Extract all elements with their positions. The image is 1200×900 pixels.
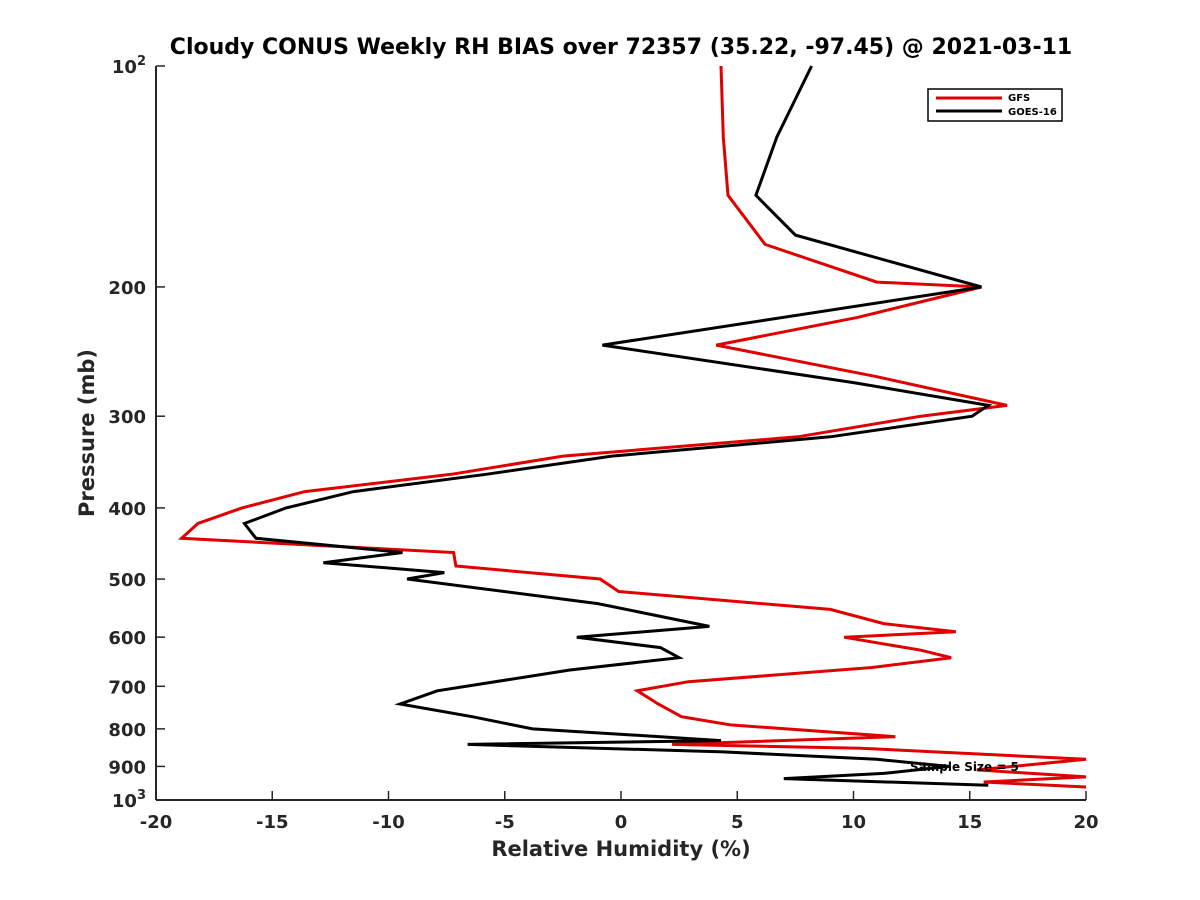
chart-title: Cloudy CONUS Weekly RH BIAS over 72357 (…	[170, 35, 1072, 60]
legend: GFS GOES-16	[927, 88, 1063, 122]
y-tick-label: 800	[108, 720, 146, 741]
y-tick-label: 300	[108, 407, 146, 428]
x-tick-label: 15	[957, 812, 982, 833]
series-line-gfs	[177, 65, 1087, 789]
x-tick-label: -20	[140, 812, 173, 833]
x-axis-label: Relative Humidity (%)	[491, 837, 750, 861]
series-line-goes-16	[241, 65, 993, 787]
series-layer	[177, 65, 1087, 789]
x-tick-label: 0	[615, 812, 628, 833]
y-tick-label: 500	[108, 570, 146, 591]
y-tick-label: 900	[108, 757, 146, 778]
x-tick-label: 10	[841, 812, 866, 833]
x-tick-label: -5	[495, 812, 515, 833]
legend-box	[927, 88, 1063, 122]
legend-label-gfs: GFS	[1008, 93, 1030, 104]
plot-frame	[155, 66, 1086, 801]
y-tick-label: 200	[108, 278, 146, 299]
y-tick-label: 103	[112, 788, 146, 812]
x-tick-label: -10	[372, 812, 405, 833]
y-axis-label: Pressure (mb)	[75, 349, 99, 517]
y-axis-ticks: 102 200 300 400 500 600 700 800 900 103	[108, 54, 165, 812]
x-axis-ticks: -20 -15 -10 -5 0 5 10 15 20	[140, 791, 1099, 833]
y-tick-label: 400	[108, 499, 146, 520]
x-tick-label: 5	[731, 812, 744, 833]
y-tick-label: 700	[108, 677, 146, 698]
x-tick-label: 20	[1073, 812, 1098, 833]
sample-size-annotation: Sample Size = 5	[910, 760, 1019, 774]
x-tick-label: -15	[256, 812, 289, 833]
legend-label-goes-16: GOES-16	[1008, 107, 1057, 118]
y-tick-label: 600	[108, 628, 146, 649]
y-tick-label: 102	[112, 54, 146, 78]
